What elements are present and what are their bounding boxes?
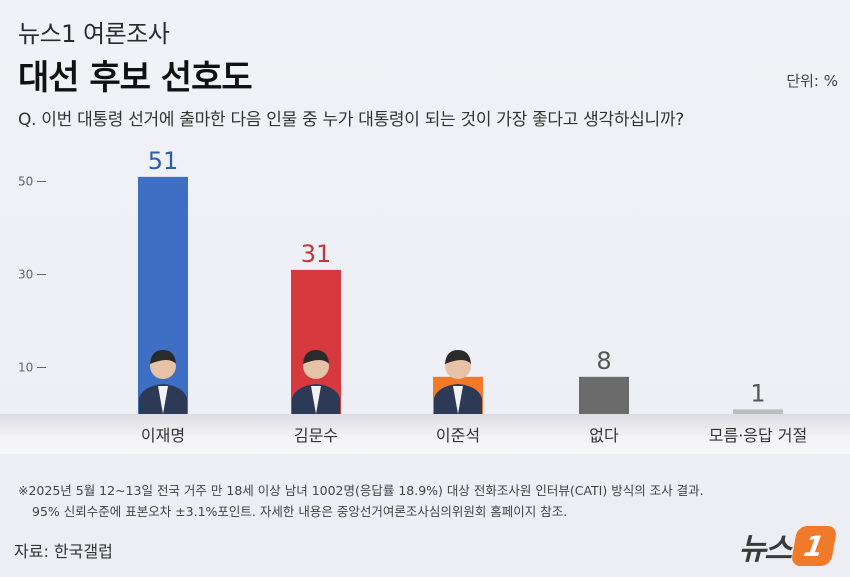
bar	[579, 376, 629, 414]
hair-shape	[150, 350, 176, 364]
category-label: 없다	[589, 426, 619, 445]
footnote-line-2: 95% 신뢰수준에 표본오차 ±3.1%포인트. 자세한 내용은 중앙선거여론조…	[32, 504, 568, 519]
data-label: 51	[148, 147, 179, 175]
chart-baseline-band	[0, 414, 850, 454]
news1-logo: 뉴스 1	[738, 524, 838, 568]
source-label: 자료: 한국갤럽	[14, 542, 113, 561]
logo-badge: 1	[790, 526, 838, 566]
data-label: 8	[596, 347, 611, 375]
bar-chart: 10305051이재명31김문수8이준석8없다1모름·응답 거절	[18, 147, 808, 445]
candidate-photo-icon	[139, 350, 187, 414]
y-tick-label: 10	[18, 361, 33, 375]
category-label: 이준석	[436, 426, 480, 445]
footnote-line-1: ※2025년 5월 12~13일 전국 거주 만 18세 이상 남녀 1002명…	[18, 483, 704, 498]
survey-question: Q. 이번 대통령 선거에 출마한 다음 인물 중 누가 대통령이 되는 것이 …	[18, 110, 684, 130]
shirt-shape	[453, 386, 463, 414]
category-label: 모름·응답 거절	[709, 426, 808, 445]
logo-text: 뉴스	[738, 532, 792, 567]
category-label: 이재명	[141, 426, 185, 445]
shirt-shape	[311, 386, 321, 414]
candidate-photo-icon	[434, 350, 482, 414]
y-tick-label: 50	[18, 175, 33, 189]
chart-title: 대선 후보 선호도	[18, 58, 253, 98]
y-tick-label: 30	[18, 268, 33, 282]
hair-shape	[303, 350, 329, 364]
shirt-shape	[158, 386, 168, 414]
data-label: 31	[301, 240, 332, 268]
category-label: 김문수	[294, 426, 338, 445]
data-label: 1	[750, 379, 765, 407]
unit-label: 단위: %	[786, 72, 838, 90]
footnote: ※2025년 5월 12~13일 전국 거주 만 18세 이상 남녀 1002명…	[18, 480, 704, 522]
chart-subtitle: 뉴스1 여론조사	[18, 20, 170, 48]
candidate-photo-icon	[292, 350, 340, 414]
hair-shape	[445, 350, 471, 364]
bar	[733, 409, 783, 414]
